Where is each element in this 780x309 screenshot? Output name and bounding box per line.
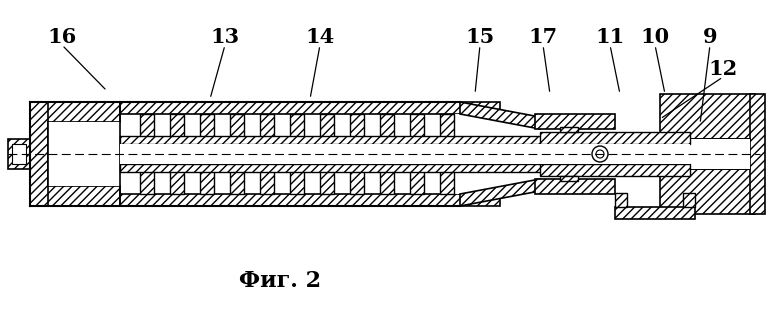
Polygon shape [460, 102, 540, 129]
Bar [120, 136, 560, 144]
Bar [750, 94, 765, 214]
Bar [200, 166, 214, 194]
Bar [560, 127, 578, 132]
Bar [230, 166, 244, 194]
Bar [170, 166, 184, 194]
Bar [260, 166, 274, 194]
Circle shape [596, 150, 604, 158]
Text: 13: 13 [211, 27, 239, 47]
Bar [120, 194, 500, 206]
Circle shape [592, 146, 608, 162]
Bar [12, 144, 26, 164]
Bar [350, 166, 364, 194]
Bar [440, 166, 454, 194]
Bar [230, 114, 244, 142]
Bar [30, 186, 120, 206]
Bar [410, 166, 424, 194]
Text: 9: 9 [703, 27, 718, 47]
Text: 16: 16 [48, 27, 76, 47]
Bar [535, 179, 615, 194]
Text: 11: 11 [595, 27, 625, 47]
Bar [48, 122, 120, 186]
Bar [540, 144, 690, 164]
Bar [30, 102, 48, 206]
Bar [140, 114, 154, 142]
Text: 10: 10 [640, 27, 669, 47]
Bar [660, 94, 755, 139]
Bar [683, 193, 695, 207]
Bar [120, 164, 560, 172]
Bar [455, 114, 465, 194]
Text: 12: 12 [708, 59, 738, 79]
Bar [320, 114, 334, 142]
Bar [120, 144, 560, 164]
Text: 17: 17 [528, 27, 558, 47]
Bar [120, 102, 500, 114]
Text: 15: 15 [466, 27, 495, 47]
Bar [615, 207, 695, 219]
Bar [8, 139, 30, 169]
Text: Фиг. 2: Фиг. 2 [239, 270, 321, 292]
Bar [660, 139, 750, 169]
Bar [200, 114, 214, 142]
Bar [350, 114, 364, 142]
Bar [380, 114, 394, 142]
Bar [540, 164, 690, 176]
Bar [380, 166, 394, 194]
Bar [320, 166, 334, 194]
Bar [170, 114, 184, 142]
Bar [540, 132, 690, 144]
Bar [660, 169, 755, 214]
Bar [615, 193, 627, 207]
Bar [560, 176, 578, 181]
Bar [290, 114, 304, 142]
Bar [410, 114, 424, 142]
Bar [290, 166, 304, 194]
Bar [260, 114, 274, 142]
Bar [440, 114, 454, 142]
Bar [140, 166, 154, 194]
Polygon shape [460, 179, 540, 206]
Text: 14: 14 [306, 27, 335, 47]
Bar [535, 114, 615, 129]
Bar [30, 102, 120, 122]
